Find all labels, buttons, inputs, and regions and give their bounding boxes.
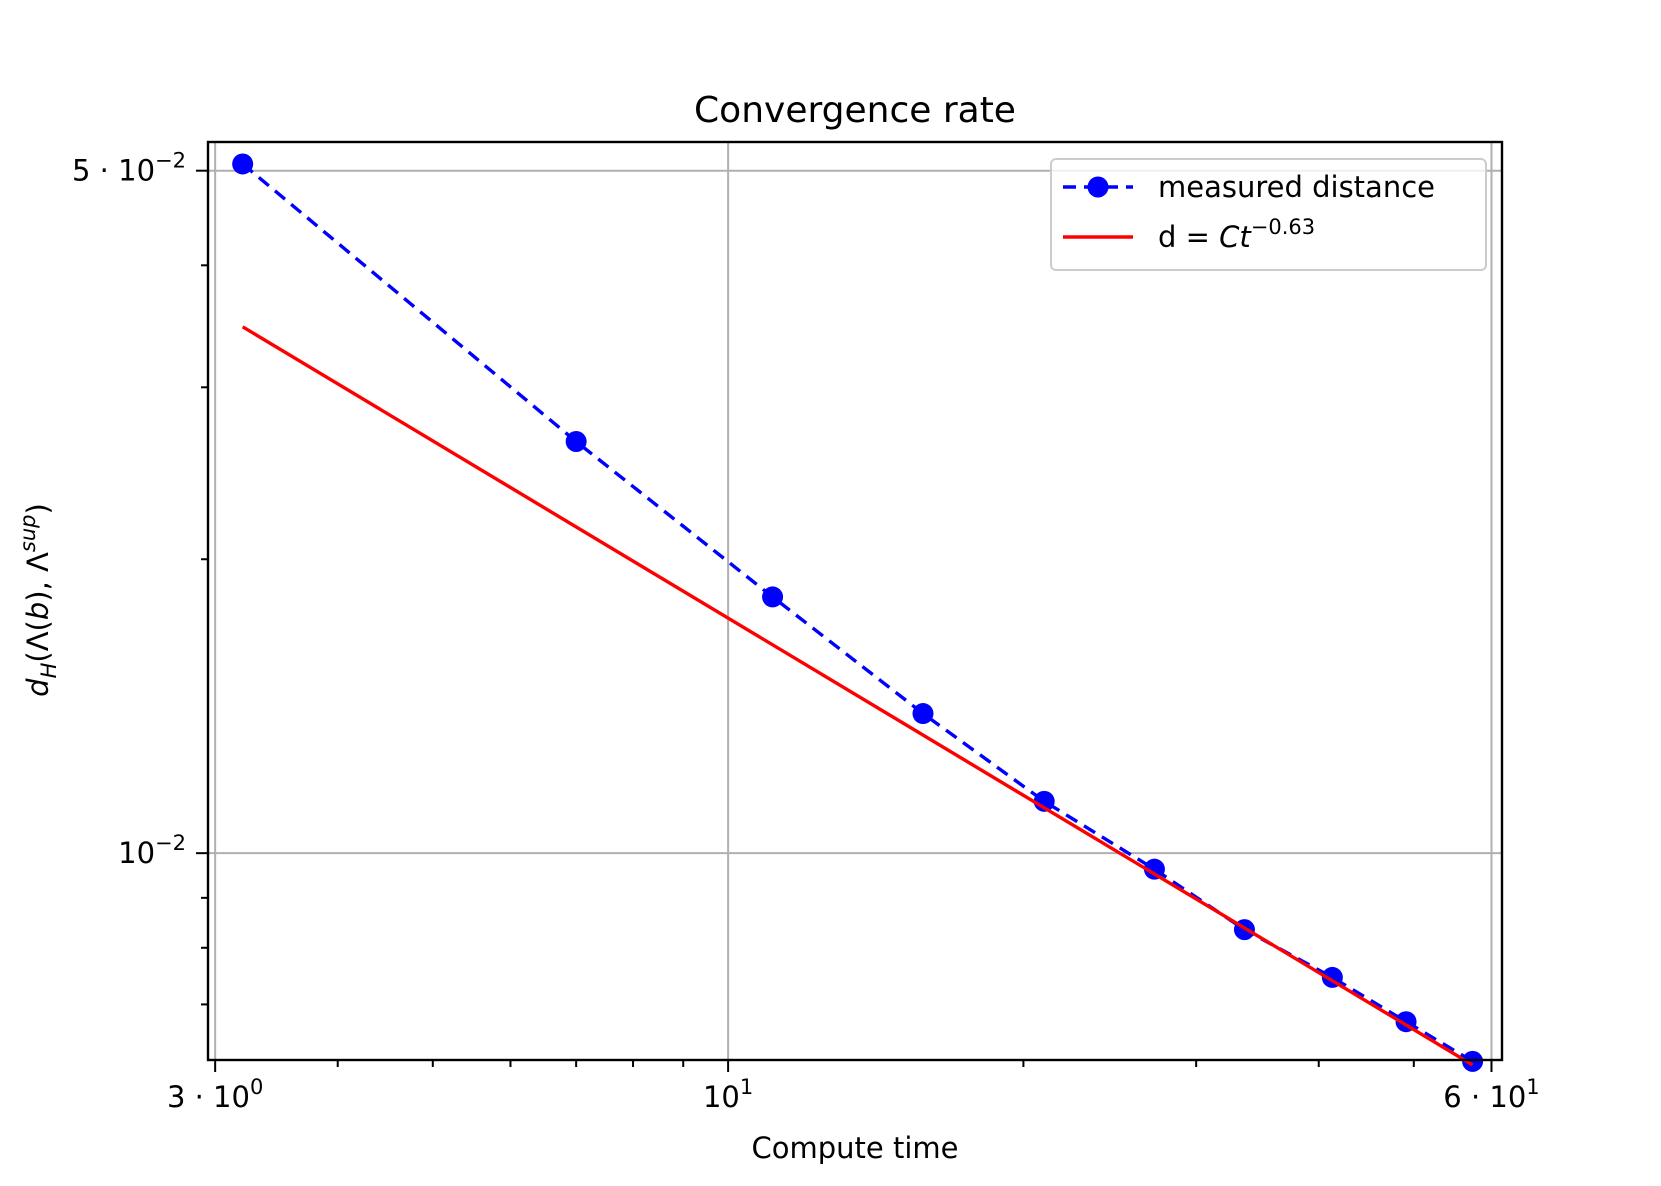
data-point <box>232 153 254 175</box>
legend: measured distance d = Ct−0.63 <box>1050 158 1487 271</box>
x-axis-label: Compute time <box>752 1131 959 1165</box>
x-tick-label: 3 · 100 <box>167 1075 263 1114</box>
x-tick-label: 6 · 101 <box>1443 1075 1539 1114</box>
data-point <box>1462 1050 1484 1072</box>
legend-box <box>1050 158 1487 271</box>
legend-label-fit: d = Ct−0.63 <box>1158 215 1315 254</box>
series-line-fit <box>241 325 1474 1067</box>
legend-label-measured-distance: measured distance <box>1158 170 1435 204</box>
x-tick-label: 101 <box>703 1075 753 1114</box>
data-point <box>1143 858 1165 880</box>
data-point <box>762 586 784 608</box>
y-tick-label: 5 · 10−2 <box>72 149 186 188</box>
data-point <box>565 431 587 453</box>
data-point <box>912 703 934 725</box>
axis-ticks: 3 · 100 101 6 · 101 5 · 10−2 10−2 <box>72 149 1540 1114</box>
y-tick-label: 10−2 <box>118 831 186 870</box>
plot-area <box>232 153 1484 1072</box>
y-axis-label: dH(Λ(b), Λsup) <box>16 503 61 697</box>
grid <box>208 142 1502 1060</box>
legend-marker-measured-distance <box>1087 176 1109 198</box>
plot-frame <box>206 140 1504 1062</box>
chart-title: Convergence rate <box>694 90 1016 131</box>
